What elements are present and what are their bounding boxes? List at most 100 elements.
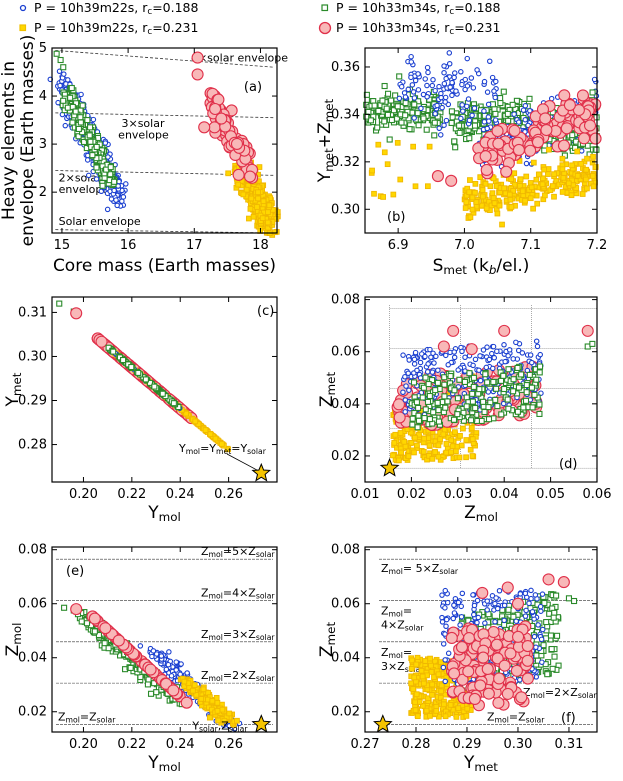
point-s1 [537,351,544,358]
point-s2 [386,136,393,143]
point-s2 [448,119,455,127]
point-s1 [396,95,403,102]
point-s3 [574,172,581,179]
point-s2 [411,101,418,108]
point-s2 [441,393,448,400]
point-s4 [576,89,589,102]
point-s1 [443,75,449,82]
point-s2 [93,143,100,150]
point-s3 [198,696,205,702]
legend-label: P = 10h33m34s, rc=0.188 [336,0,500,17]
point-s2 [500,88,507,95]
reference-label-4x: 4×solar envelope [191,51,288,64]
point-s3 [472,181,479,187]
point-s2 [536,363,544,370]
point-s3 [499,221,505,228]
point-s2 [505,117,512,124]
point-s3 [569,162,575,169]
point-s3 [254,204,260,210]
y-tick-label: 0.31 [18,305,47,320]
point-s1 [452,70,458,76]
reference-label: Zmol=Zsolar [58,710,116,724]
x-tick-label: 0.20 [69,737,98,752]
point-s3 [519,188,526,195]
point-s4 [491,124,504,138]
point-s2 [528,384,535,391]
point-s2 [68,84,75,92]
point-s3 [517,176,524,183]
point-s3 [560,174,567,181]
y-tick-label: 0.06 [18,597,47,612]
point-s2 [569,132,576,139]
point-s2 [531,391,538,398]
point-s3 [541,166,547,173]
point-s1 [529,359,535,366]
point-s2 [420,115,427,122]
point-s3 [590,183,597,190]
point-s1 [414,367,420,374]
point-s1 [459,108,466,114]
point-s1 [65,77,71,83]
point-s1 [428,354,434,360]
point-s4 [465,343,478,356]
point-s1 [485,389,492,395]
point-s2 [374,124,381,131]
point-s3 [266,202,273,209]
panel-f: Zmol= 5×ZsolarZmol=4×ZsolarZmol=3×Zsolar… [317,543,598,774]
point-s2 [99,182,106,189]
point-s1 [114,202,120,209]
point-s2 [110,348,117,355]
point-s1 [173,659,179,665]
point-s1 [464,55,471,62]
point-s1 [166,649,172,655]
panel-c: 0.20 0.22 0.24 0.260.280.290.300.31 (c)Ymol=… [3,296,278,524]
y-tick-label: 0.30 [331,202,360,217]
point-s1 [400,389,406,396]
point-s4 [563,98,576,112]
point-s3 [483,205,490,212]
point-s2 [379,97,386,104]
point-s2 [127,664,134,671]
point-s3 [392,431,399,438]
point-s3 [583,176,589,183]
point-s3 [240,191,247,198]
point-s1 [434,102,440,109]
point-s2 [450,416,458,423]
point-s3 [494,210,501,217]
point-s2 [75,125,82,133]
x-axis-label: Core mass (Earth masses) [53,256,276,276]
y-tick-label: 0.28 [18,438,47,453]
panel-letter: (b) [387,210,405,225]
point-s1 [464,103,470,110]
point-s2 [536,410,543,417]
point-s1 [411,356,418,363]
point-s3 [214,708,221,714]
point-s2 [500,372,507,379]
point-s2 [497,94,504,102]
y-tick-label: 0.02 [331,449,360,464]
solar-star [251,462,272,482]
point-s3 [448,449,454,456]
point-s3 [381,149,388,156]
point-s1 [104,206,111,213]
point-s3 [501,185,507,192]
point-s3 [583,166,590,173]
point-s2 [86,132,93,139]
point-s4 [88,612,101,625]
point-s1 [62,122,69,129]
point-s2 [61,604,68,611]
point-s2 [425,380,432,388]
point-s1 [436,125,442,132]
point-s2 [78,618,85,625]
point-s1 [468,75,475,81]
point-s1 [442,94,449,101]
point-s3 [425,183,431,190]
point-s3 [565,180,572,187]
point-s1 [422,353,428,360]
point-s1 [445,362,451,368]
point-s1 [492,94,498,101]
point-s1 [424,82,430,89]
point-s2 [431,119,438,126]
point-s2 [526,95,533,102]
